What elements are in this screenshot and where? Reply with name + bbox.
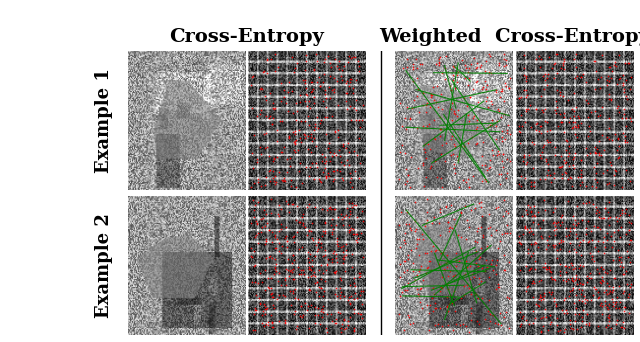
Polygon shape xyxy=(136,235,214,299)
Polygon shape xyxy=(413,219,475,296)
Polygon shape xyxy=(419,84,483,158)
Text: Cross-Entropy: Cross-Entropy xyxy=(169,28,324,47)
Text: Example 1: Example 1 xyxy=(95,68,113,173)
Text: Example 2: Example 2 xyxy=(95,213,113,318)
Polygon shape xyxy=(154,79,221,159)
Text: Weighted  Cross-Entropy: Weighted Cross-Entropy xyxy=(379,28,640,47)
